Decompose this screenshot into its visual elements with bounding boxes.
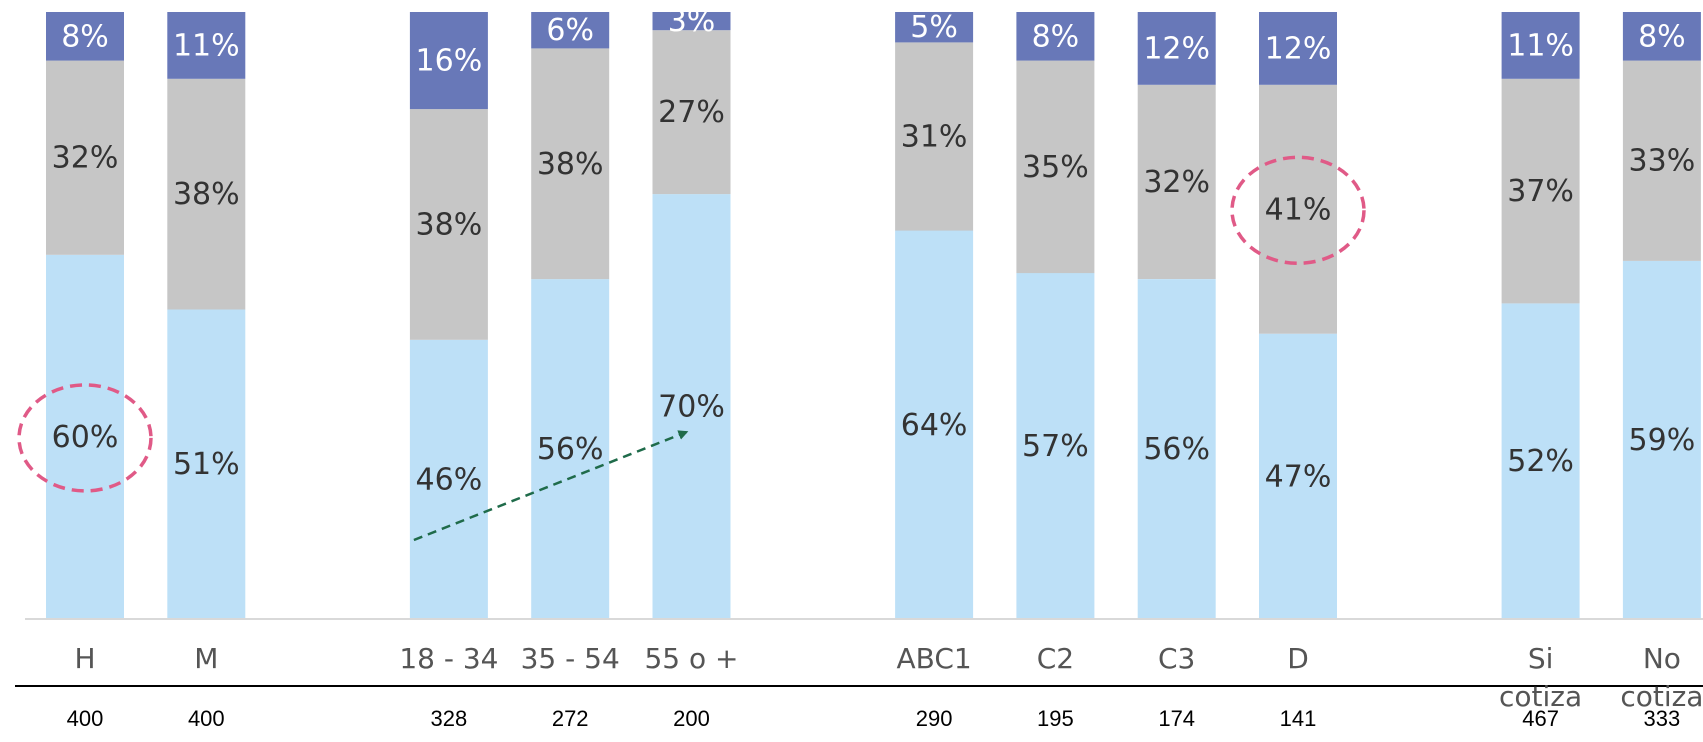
sample-size-abc1: 290	[916, 706, 953, 731]
segment-label-abc1-0: 64%	[901, 408, 968, 443]
segment-label-no-cotiza-2: 8%	[1638, 19, 1686, 54]
segment-label-55-o-1: 27%	[658, 95, 725, 130]
bar-segment-35-54-0	[531, 279, 610, 619]
bar-segment-c2-2	[1016, 12, 1095, 61]
segment-label-c2-2: 8%	[1032, 19, 1080, 54]
bar-segment-h-2	[46, 12, 124, 61]
segment-label-no-cotiza-0: 59%	[1629, 423, 1696, 458]
segment-label-m-1: 38%	[173, 177, 240, 212]
segment-label-m-2: 11%	[173, 28, 240, 63]
segment-label-18-34-2: 16%	[416, 44, 483, 79]
bar-segment-18-34-0	[409, 339, 488, 619]
annotations	[17, 155, 1366, 542]
bar-segment-55-o-0	[652, 194, 731, 619]
bar-segment-m-0	[167, 309, 246, 619]
segment-label-si-cotiza-2: 11%	[1507, 28, 1574, 63]
category-label-abc1: ABC1	[896, 642, 971, 675]
segment-label-18-34-0: 46%	[416, 462, 483, 497]
category-label-c3: C3	[1158, 642, 1195, 675]
segment-label-d-1: 41%	[1265, 192, 1332, 227]
bar-segment-no-cotiza-1	[1622, 60, 1701, 261]
segment-label-m-0: 51%	[173, 447, 240, 482]
segment-label-abc1-1: 31%	[901, 119, 968, 154]
segment-label-si-cotiza-1: 37%	[1507, 174, 1574, 209]
bar-segment-35-54-2	[531, 12, 610, 49]
segment-label-35-54-1: 38%	[537, 147, 604, 182]
bar-segment-si-cotiza-0	[1501, 303, 1580, 619]
segment-label-h-0: 60%	[52, 420, 119, 455]
segment-label-35-54-2: 6%	[546, 13, 594, 48]
bar-segment-c3-1	[1137, 84, 1216, 279]
bar-segment-35-54-1	[531, 48, 610, 280]
sample-size-18-34: 328	[431, 706, 468, 731]
category-label-18-34: 18 - 34	[399, 642, 498, 675]
highlight-circle-d	[1230, 155, 1366, 266]
bar-segment-d-0	[1259, 333, 1337, 619]
sample-size-c3: 174	[1158, 706, 1195, 731]
bar-segment-si-cotiza-2	[1501, 12, 1580, 79]
bar-segment-m-2	[167, 12, 246, 79]
bar-segment-55-o-1	[652, 30, 731, 195]
bar-segment-18-34-1	[409, 109, 488, 340]
segment-label-h-2: 8%	[61, 19, 109, 54]
segment-label-si-cotiza-0: 52%	[1507, 444, 1574, 479]
segment-label-abc1-2: 5%	[910, 10, 958, 45]
category-label-h: H	[74, 642, 95, 675]
trend-arrow	[413, 430, 689, 542]
segment-label-c3-2: 12%	[1143, 31, 1210, 66]
category-label-c2: C2	[1037, 642, 1074, 675]
segment-label-no-cotiza-1: 33%	[1629, 144, 1696, 179]
segment-label-c3-1: 32%	[1143, 165, 1210, 200]
category-label-si-cotiza: Si cotiza	[1499, 642, 1582, 713]
sample-size-no-cotiza: 333	[1644, 706, 1681, 731]
bar-segment-d-1	[1259, 84, 1337, 334]
bar-segment-abc1-1	[895, 42, 974, 231]
sample-size-si-cotiza: 467	[1522, 706, 1559, 731]
bar-segment-no-cotiza-0	[1622, 260, 1701, 619]
segment-label-c3-0: 56%	[1143, 432, 1210, 467]
sample-size-d: 141	[1280, 706, 1317, 731]
bar-segment-c3-2	[1137, 12, 1216, 85]
bar-segment-c2-0	[1016, 273, 1095, 619]
segment-label-18-34-1: 38%	[416, 207, 483, 242]
segment-label-h-1: 32%	[52, 141, 119, 176]
sample-size-h: 400	[67, 706, 104, 731]
highlight-circle-h	[17, 383, 153, 493]
bar-segment-c3-0	[1137, 279, 1216, 619]
sample-size-c2: 195	[1037, 706, 1074, 731]
bar-segment-18-34-2	[409, 12, 488, 110]
sample-size-55-o: 200	[673, 706, 710, 731]
sample-size-35-54: 272	[552, 706, 589, 731]
sample-size-labels: 400 400 328 272 200 290 195 174 141 467 333	[67, 706, 1681, 731]
bar-segment-c2-1	[1016, 60, 1095, 274]
category-label-m: M	[194, 642, 218, 675]
category-label-55-o: 55 o +	[644, 642, 738, 675]
bar-segment-no-cotiza-2	[1622, 12, 1701, 61]
segment-label-c2-1: 35%	[1022, 150, 1089, 185]
bar-segment-h-0	[46, 254, 124, 620]
segment-label-35-54-0: 56%	[537, 432, 604, 467]
segment-label-55-o-2: 3%	[668, 4, 716, 39]
category-label-no-cotiza: No cotiza	[1620, 642, 1703, 713]
bar-segment-h-1	[46, 60, 124, 255]
bar-segment-si-cotiza-1	[1501, 78, 1580, 304]
bar-segment-d-2	[1259, 12, 1337, 85]
segment-label-55-o-0: 70%	[658, 390, 725, 425]
bar-segment-abc1-2	[895, 12, 974, 43]
bar-segment-abc1-0	[895, 230, 974, 619]
category-labels: H M 18 - 34 35 - 54 55 o + ABC1 C2 C3 D Si cotiza N…	[74, 642, 1703, 713]
category-label-d: D	[1287, 642, 1309, 675]
segment-label-c2-0: 57%	[1022, 429, 1089, 464]
bars	[46, 12, 1701, 620]
sample-size-m: 400	[188, 706, 225, 731]
segment-label-d-0: 47%	[1265, 459, 1332, 494]
bar-segment-55-o-2	[652, 12, 731, 31]
bar-segment-m-1	[167, 78, 246, 310]
segment-label-d-2: 12%	[1265, 31, 1332, 66]
category-label-35-54: 35 - 54	[521, 642, 620, 675]
segment-labels: 60% 32% 8% 51% 38% 11% 46% 38% 16% 56% 38% 6% 70% 27%…	[52, 4, 1696, 497]
